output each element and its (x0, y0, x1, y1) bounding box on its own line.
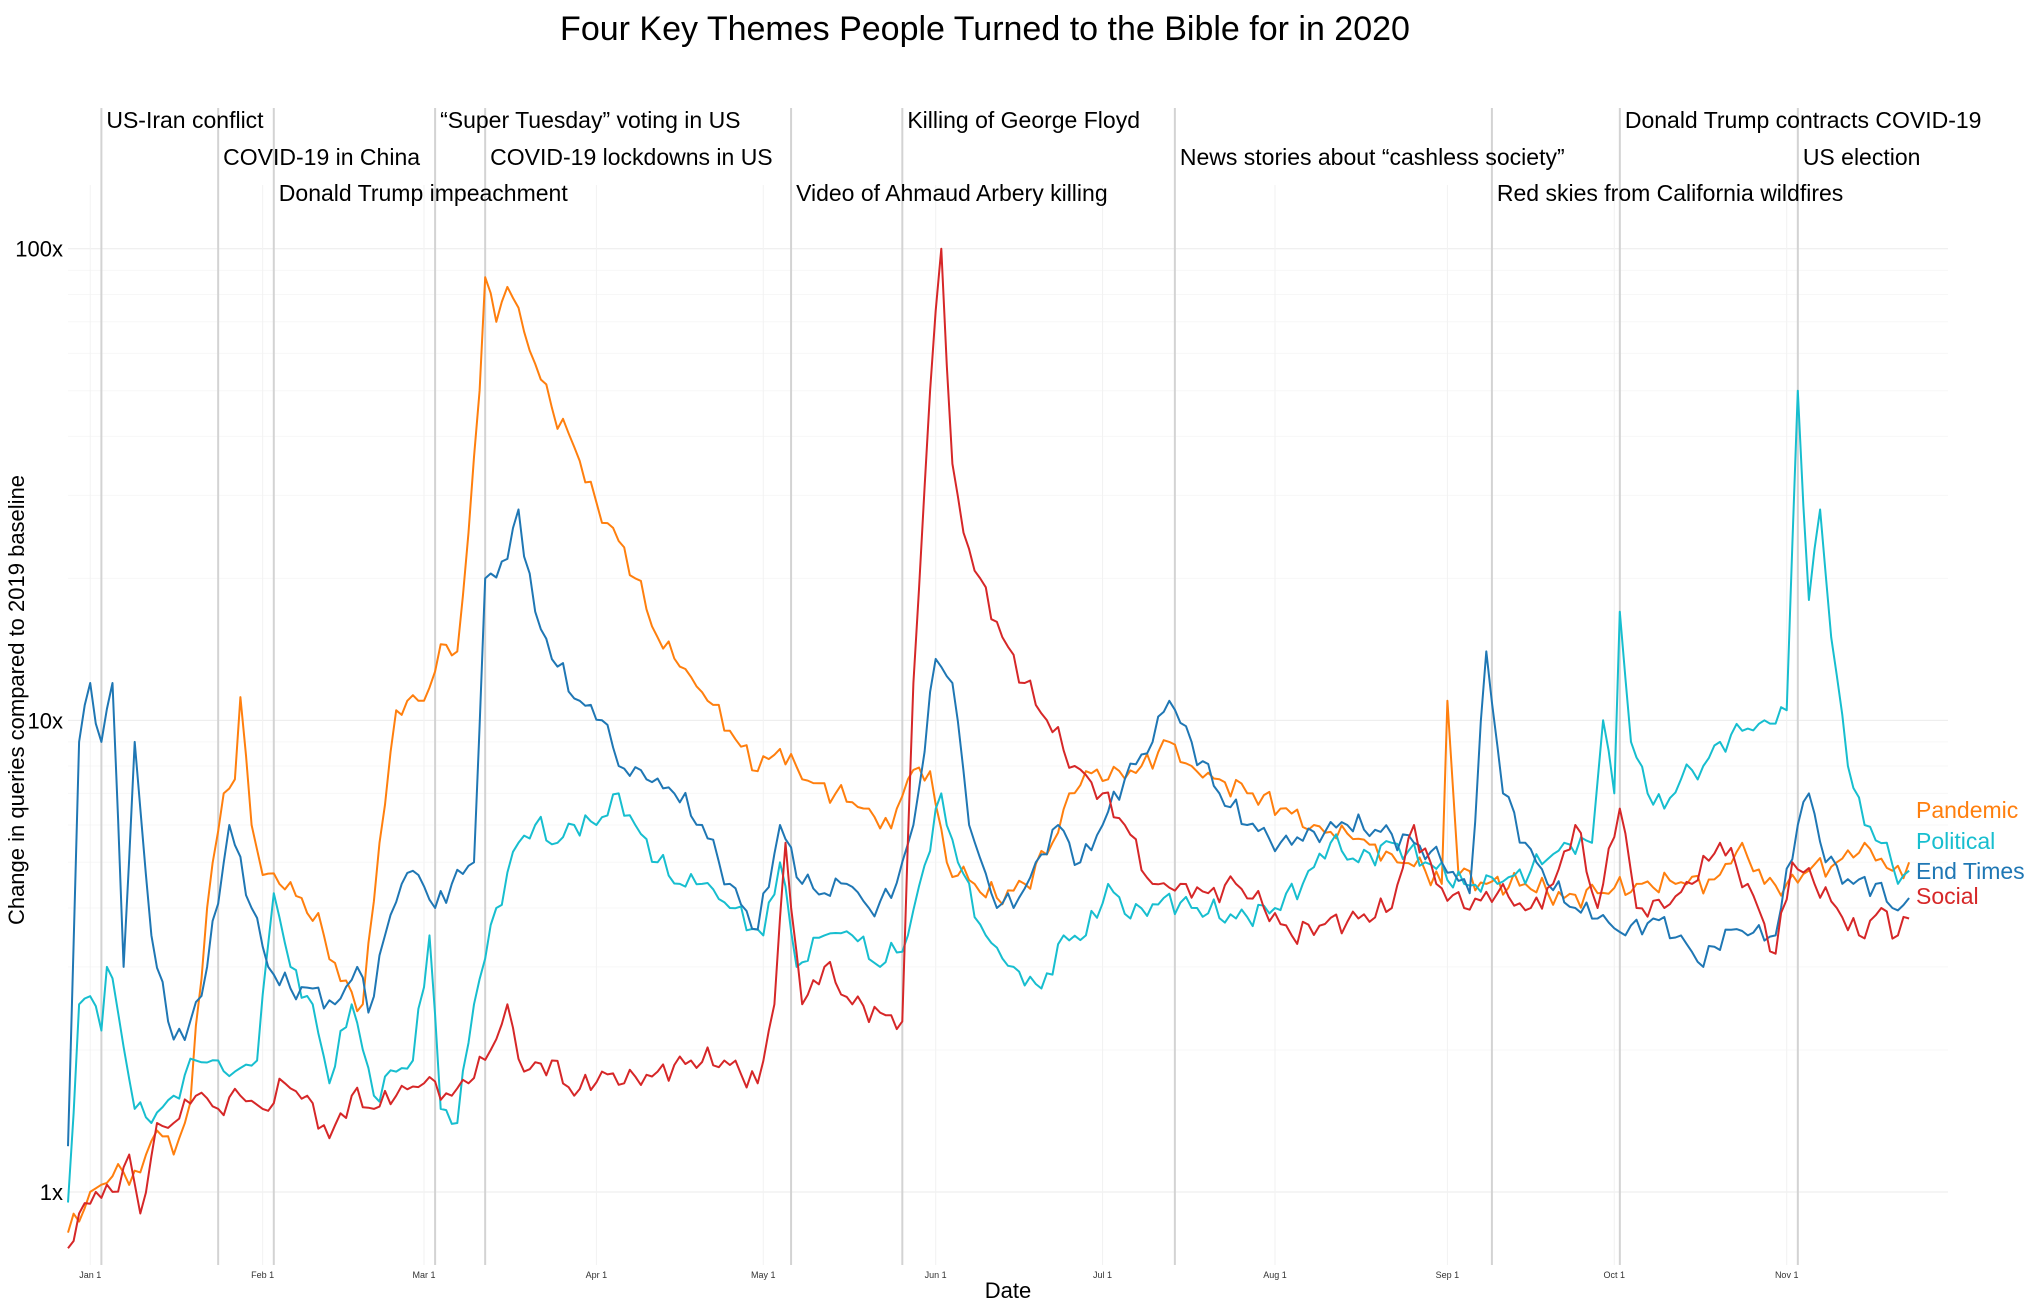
x-axis-ticks: Jan 1 Feb 1 Mar 1 Apr 1 May 1 Jun 1 Jul 1 Aug 1… (79, 1270, 1798, 1280)
series-line-pandemic (67, 276, 1911, 1233)
x-tick-label: Sep 1 (1436, 1270, 1460, 1280)
y-tick-label: 100x (15, 237, 63, 262)
y-tick-label: 10x (28, 708, 63, 733)
grid-lines (68, 185, 1948, 1265)
annotation-label: News stories about “cashless society” (1180, 144, 1565, 170)
legend-item-end-times: End Times (1916, 858, 2025, 884)
y-tick-label: 1x (40, 1180, 63, 1205)
annotation-label: Killing of George Floyd (907, 107, 1140, 133)
x-tick-label: Oct 1 (1604, 1270, 1626, 1280)
annotation-label: COVID-19 in China (223, 144, 420, 170)
annotation-lines (100, 108, 1799, 1265)
chart-title: Four Key Themes People Turned to the Bib… (560, 10, 1410, 48)
annotation-label: Video of Ahmaud Arbery killing (796, 180, 1108, 206)
annotation-label: COVID-19 lockdowns in US (490, 144, 773, 170)
annotation-label: Red skies from California wildfires (1497, 180, 1843, 206)
x-tick-label: Jul 1 (1093, 1270, 1112, 1280)
x-tick-label: Aug 1 (1263, 1270, 1287, 1280)
x-axis-label: Date (985, 1278, 1031, 1303)
annotation-label: Donald Trump contracts COVID-19 (1625, 107, 1982, 133)
legend-item-pandemic: Pandemic (1916, 797, 2018, 823)
x-tick-label: Jun 1 (925, 1270, 947, 1280)
legend-item-political: Political (1916, 828, 1995, 854)
x-tick-label: Nov 1 (1775, 1270, 1799, 1280)
y-axis-label: Change in queries compared to 2019 basel… (4, 475, 29, 925)
annotation-label: Donald Trump impeachment (279, 180, 569, 206)
series-line-social (67, 247, 1910, 1249)
x-tick-label: Jan 1 (79, 1270, 101, 1280)
x-tick-label: Apr 1 (586, 1270, 608, 1280)
y-axis-ticks: 1x 10x 100x (15, 237, 63, 1205)
series-line-political (67, 389, 1910, 1203)
legend-item-social: Social (1916, 883, 1979, 909)
annotation-label: US-Iran conflict (106, 107, 264, 133)
annotation-label: “Super Tuesday” voting in US (440, 107, 740, 133)
x-tick-label: May 1 (751, 1270, 776, 1280)
series-line-end-times (67, 508, 1910, 1147)
x-tick-label: Mar 1 (412, 1270, 435, 1280)
series-lines (67, 247, 1911, 1249)
x-tick-label: Feb 1 (251, 1270, 274, 1280)
annotation-labels: US-Iran conflict COVID-19 in China Donald … (106, 107, 1981, 206)
annotation-label: US election (1803, 144, 1921, 170)
